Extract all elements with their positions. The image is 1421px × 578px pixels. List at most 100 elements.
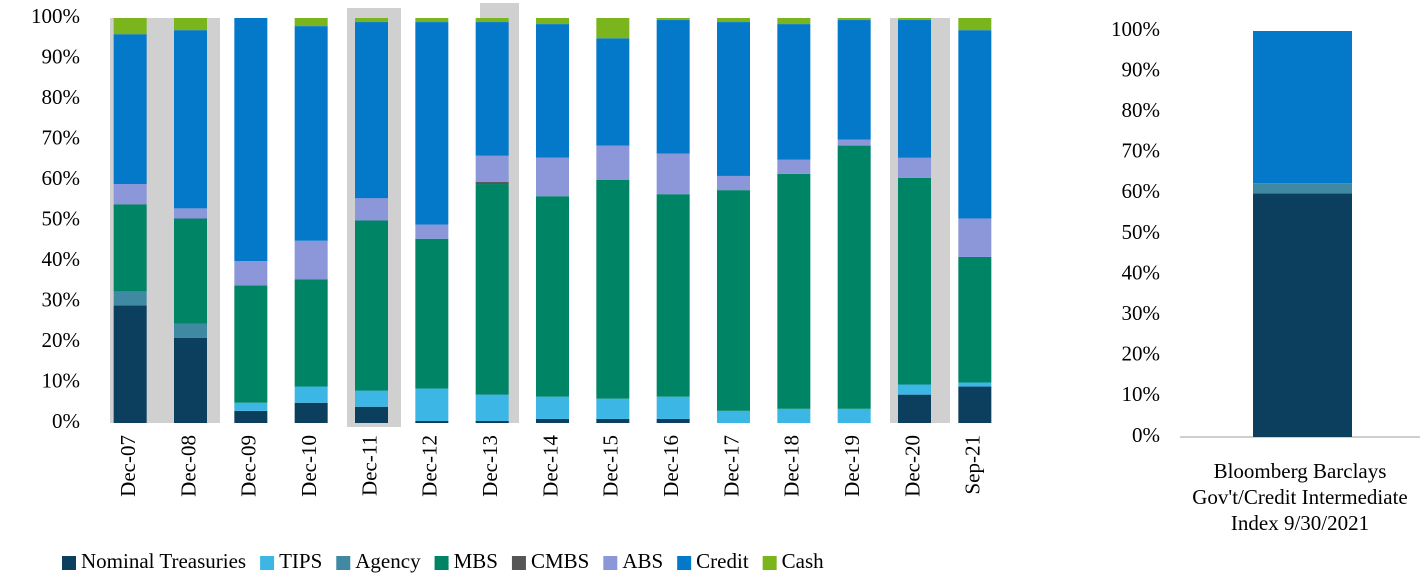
bar-segment [1253, 31, 1352, 184]
legend-label: Credit [696, 549, 749, 573]
bar-segment [536, 396, 569, 419]
bar-segment [294, 240, 328, 280]
bar-segment [596, 398, 630, 419]
bar-segment [536, 418, 569, 423]
bar-segment [355, 198, 388, 221]
bar-segment [837, 139, 871, 146]
bar-segment [777, 408, 811, 423]
bar-segment [174, 218, 207, 324]
y-tick-label: 100% [31, 4, 80, 28]
bar-segment [777, 18, 811, 25]
bar-segment [415, 388, 449, 421]
legend-label: MBS [454, 549, 498, 573]
x-tick-label: Dec-18 [780, 435, 804, 497]
y-tick-label: 90% [42, 44, 81, 68]
bar-segment [234, 285, 268, 403]
bar-segment [475, 18, 509, 23]
x-tick-label: Dec-20 [900, 435, 924, 497]
bar-segment [294, 402, 328, 423]
x-tick-label: Dec-08 [176, 435, 200, 497]
legend-swatch [260, 556, 275, 570]
bar-segment [174, 30, 207, 209]
bar-segment [596, 418, 630, 423]
x-tick-label: Dec-13 [478, 435, 502, 497]
bar-segment [898, 157, 931, 178]
bar-segment [174, 323, 207, 338]
x-tick-label: Dec-12 [418, 435, 442, 497]
bar-segment [837, 18, 871, 21]
y-tick-label: 10% [42, 368, 81, 392]
y-tick-label: 40% [42, 247, 81, 271]
y-tick-label: 30% [42, 287, 81, 311]
y-tick-label: 70% [1122, 139, 1161, 163]
y-tick-label: 60% [1122, 179, 1161, 203]
legend-label: ABS [622, 549, 663, 573]
y-tick-label: 80% [42, 85, 81, 109]
bar-segment [113, 184, 147, 205]
bar-segment [174, 337, 207, 423]
y-tick-label: 20% [1122, 342, 1161, 366]
y-tick-label: 20% [42, 328, 81, 352]
bar-segment [415, 238, 449, 389]
bar-segment [777, 159, 811, 174]
y-tick-label: 80% [1122, 98, 1161, 122]
legend-label: Agency [355, 549, 421, 573]
x-tick-label: Dec-16 [659, 435, 683, 497]
legend-label: TIPS [279, 549, 322, 573]
x-tick-label: Dec-14 [538, 435, 562, 497]
bar-segment [958, 18, 992, 31]
bar-segment [475, 182, 509, 185]
bar-segment [656, 418, 690, 423]
bar-segment [475, 155, 509, 183]
bar-segment [355, 390, 388, 407]
x-tick-label: Dec-17 [719, 435, 743, 497]
bar-segment [415, 22, 449, 225]
bar-segment [717, 410, 750, 423]
bar-segment [536, 24, 569, 158]
bar-segment [656, 20, 690, 154]
bar-segment [656, 194, 690, 397]
legend-label: Nominal Treasuries [81, 549, 246, 573]
y-tick-label: 50% [1122, 220, 1161, 244]
legend-swatch [511, 556, 526, 570]
legend-swatch [434, 556, 449, 570]
bar-segment [294, 18, 328, 27]
bar-segment [898, 384, 931, 395]
x-tick-label: Dec-11 [357, 435, 381, 496]
bar-segment [355, 22, 388, 199]
bar-segment [717, 18, 750, 23]
bar-segment [656, 153, 690, 195]
bar-segment [475, 184, 509, 395]
bar-segment [355, 220, 388, 391]
bar-segment [113, 34, 147, 185]
bar-segment [294, 26, 328, 241]
y-tick-label: 60% [42, 166, 81, 190]
bar-segment [656, 396, 690, 419]
bar-segment [958, 218, 992, 257]
legend-label: Cash [782, 549, 825, 573]
bar-segment [415, 420, 449, 423]
x-tick-label: Dec-10 [297, 435, 321, 497]
bar-segment [717, 175, 750, 191]
bar-segment [898, 394, 931, 423]
bar-segment [596, 18, 630, 39]
x-tick-label: Dec-09 [237, 435, 261, 497]
x-tick-label: Dec-15 [599, 435, 623, 497]
legend-swatch [677, 556, 692, 570]
bar-segment [113, 291, 147, 306]
bar-segment [1253, 193, 1352, 437]
bar-segment [1253, 183, 1352, 194]
y-tick-label: 0% [52, 409, 80, 433]
bar-segment [596, 38, 630, 146]
bar-segment [898, 177, 931, 385]
bar-segment [415, 224, 449, 239]
bar-segment [113, 204, 147, 292]
bar-segment [958, 382, 992, 387]
y-tick-label: 0% [1132, 423, 1160, 447]
bar-segment [536, 18, 569, 25]
y-tick-label: 100% [1111, 17, 1160, 41]
legend-label: CMBS [531, 549, 589, 573]
bar-segment [294, 386, 328, 403]
